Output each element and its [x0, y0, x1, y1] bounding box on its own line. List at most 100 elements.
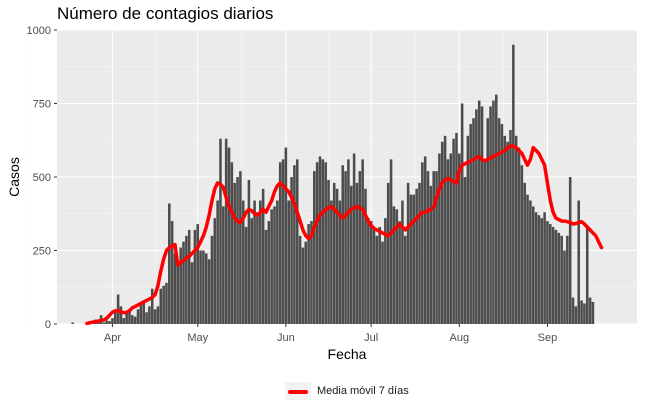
bar: [128, 309, 131, 324]
bar: [429, 185, 433, 324]
x-tick-label: Jun: [277, 332, 295, 344]
bar: [216, 200, 219, 324]
bar: [367, 218, 370, 324]
bar: [133, 316, 137, 324]
bar: [472, 118, 475, 324]
bar: [591, 301, 595, 324]
bar: [415, 188, 418, 324]
bar: [406, 182, 410, 324]
bar: [313, 171, 316, 324]
bar: [486, 118, 490, 324]
bar: [421, 162, 424, 324]
bar: [236, 177, 239, 324]
bar: [349, 185, 353, 324]
bar: [295, 159, 299, 324]
bar: [136, 309, 140, 324]
bar: [398, 221, 401, 324]
bar: [549, 224, 552, 324]
bar-series: [71, 44, 595, 325]
bar: [204, 253, 208, 324]
bar: [293, 165, 296, 324]
bar: [449, 153, 453, 324]
bar: [526, 194, 529, 324]
bar: [543, 212, 546, 324]
bar: [105, 320, 109, 324]
x-tick-label: May: [187, 332, 208, 344]
bar: [259, 200, 262, 324]
bar: [529, 200, 532, 324]
bar: [409, 194, 413, 324]
y-tick-label: 500: [33, 172, 51, 184]
x-axis-label: Fecha: [328, 346, 367, 362]
bar: [347, 159, 350, 324]
bar: [463, 177, 467, 324]
y-tick-label: 250: [33, 246, 51, 258]
bar: [142, 300, 145, 324]
bar: [480, 106, 484, 324]
bar: [585, 226, 589, 324]
y-axis-label: Casos: [6, 157, 22, 197]
bar: [588, 297, 592, 324]
bar: [520, 165, 524, 324]
bar: [438, 153, 441, 324]
bar: [386, 182, 390, 324]
legend-key-line: [285, 382, 311, 400]
bar: [338, 200, 342, 324]
bar: [466, 135, 470, 324]
bar: [440, 141, 444, 324]
bar: [358, 171, 362, 324]
bar: [395, 209, 399, 324]
bar: [492, 100, 495, 324]
bar: [131, 315, 134, 324]
bar: [435, 171, 438, 324]
bar: [537, 215, 541, 324]
bar: [270, 209, 273, 324]
bar: [199, 250, 202, 324]
bar: [261, 188, 265, 324]
y-tick-label: 1000: [27, 25, 51, 37]
bar: [267, 221, 271, 324]
bar: [344, 171, 347, 324]
bar: [222, 206, 225, 324]
bar: [310, 221, 313, 324]
bar: [568, 177, 572, 324]
bar: [278, 162, 282, 324]
y-tick-label: 750: [33, 99, 51, 111]
bar: [307, 224, 310, 324]
bar: [114, 312, 117, 324]
bar: [148, 306, 151, 324]
bar: [185, 235, 188, 324]
bar: [401, 200, 404, 324]
bar: [566, 235, 569, 324]
bar: [108, 321, 111, 324]
bar: [412, 194, 416, 324]
bar: [196, 224, 200, 324]
bar: [122, 318, 126, 324]
bar: [534, 212, 538, 324]
bar: [372, 229, 376, 324]
bar: [477, 100, 481, 324]
bar: [239, 171, 242, 324]
bar: [165, 282, 168, 324]
x-tick-label: Aug: [450, 332, 470, 344]
bar: [318, 156, 322, 324]
bar: [577, 200, 580, 324]
bar: [500, 124, 504, 324]
bar: [469, 124, 472, 324]
x-tick-label: Sep: [538, 332, 558, 344]
bar: [119, 306, 123, 324]
bar: [207, 259, 211, 324]
bar: [150, 288, 154, 324]
bar: [125, 312, 128, 324]
legend: Media móvil 7 días: [285, 382, 409, 400]
bar: [111, 318, 114, 324]
bar: [446, 159, 450, 324]
bar: [298, 235, 302, 324]
bar: [375, 235, 379, 324]
bar: [517, 147, 521, 324]
bar: [443, 135, 447, 324]
bar: [250, 218, 254, 324]
bar: [497, 118, 501, 324]
x-tick-label: Jul: [364, 332, 378, 344]
